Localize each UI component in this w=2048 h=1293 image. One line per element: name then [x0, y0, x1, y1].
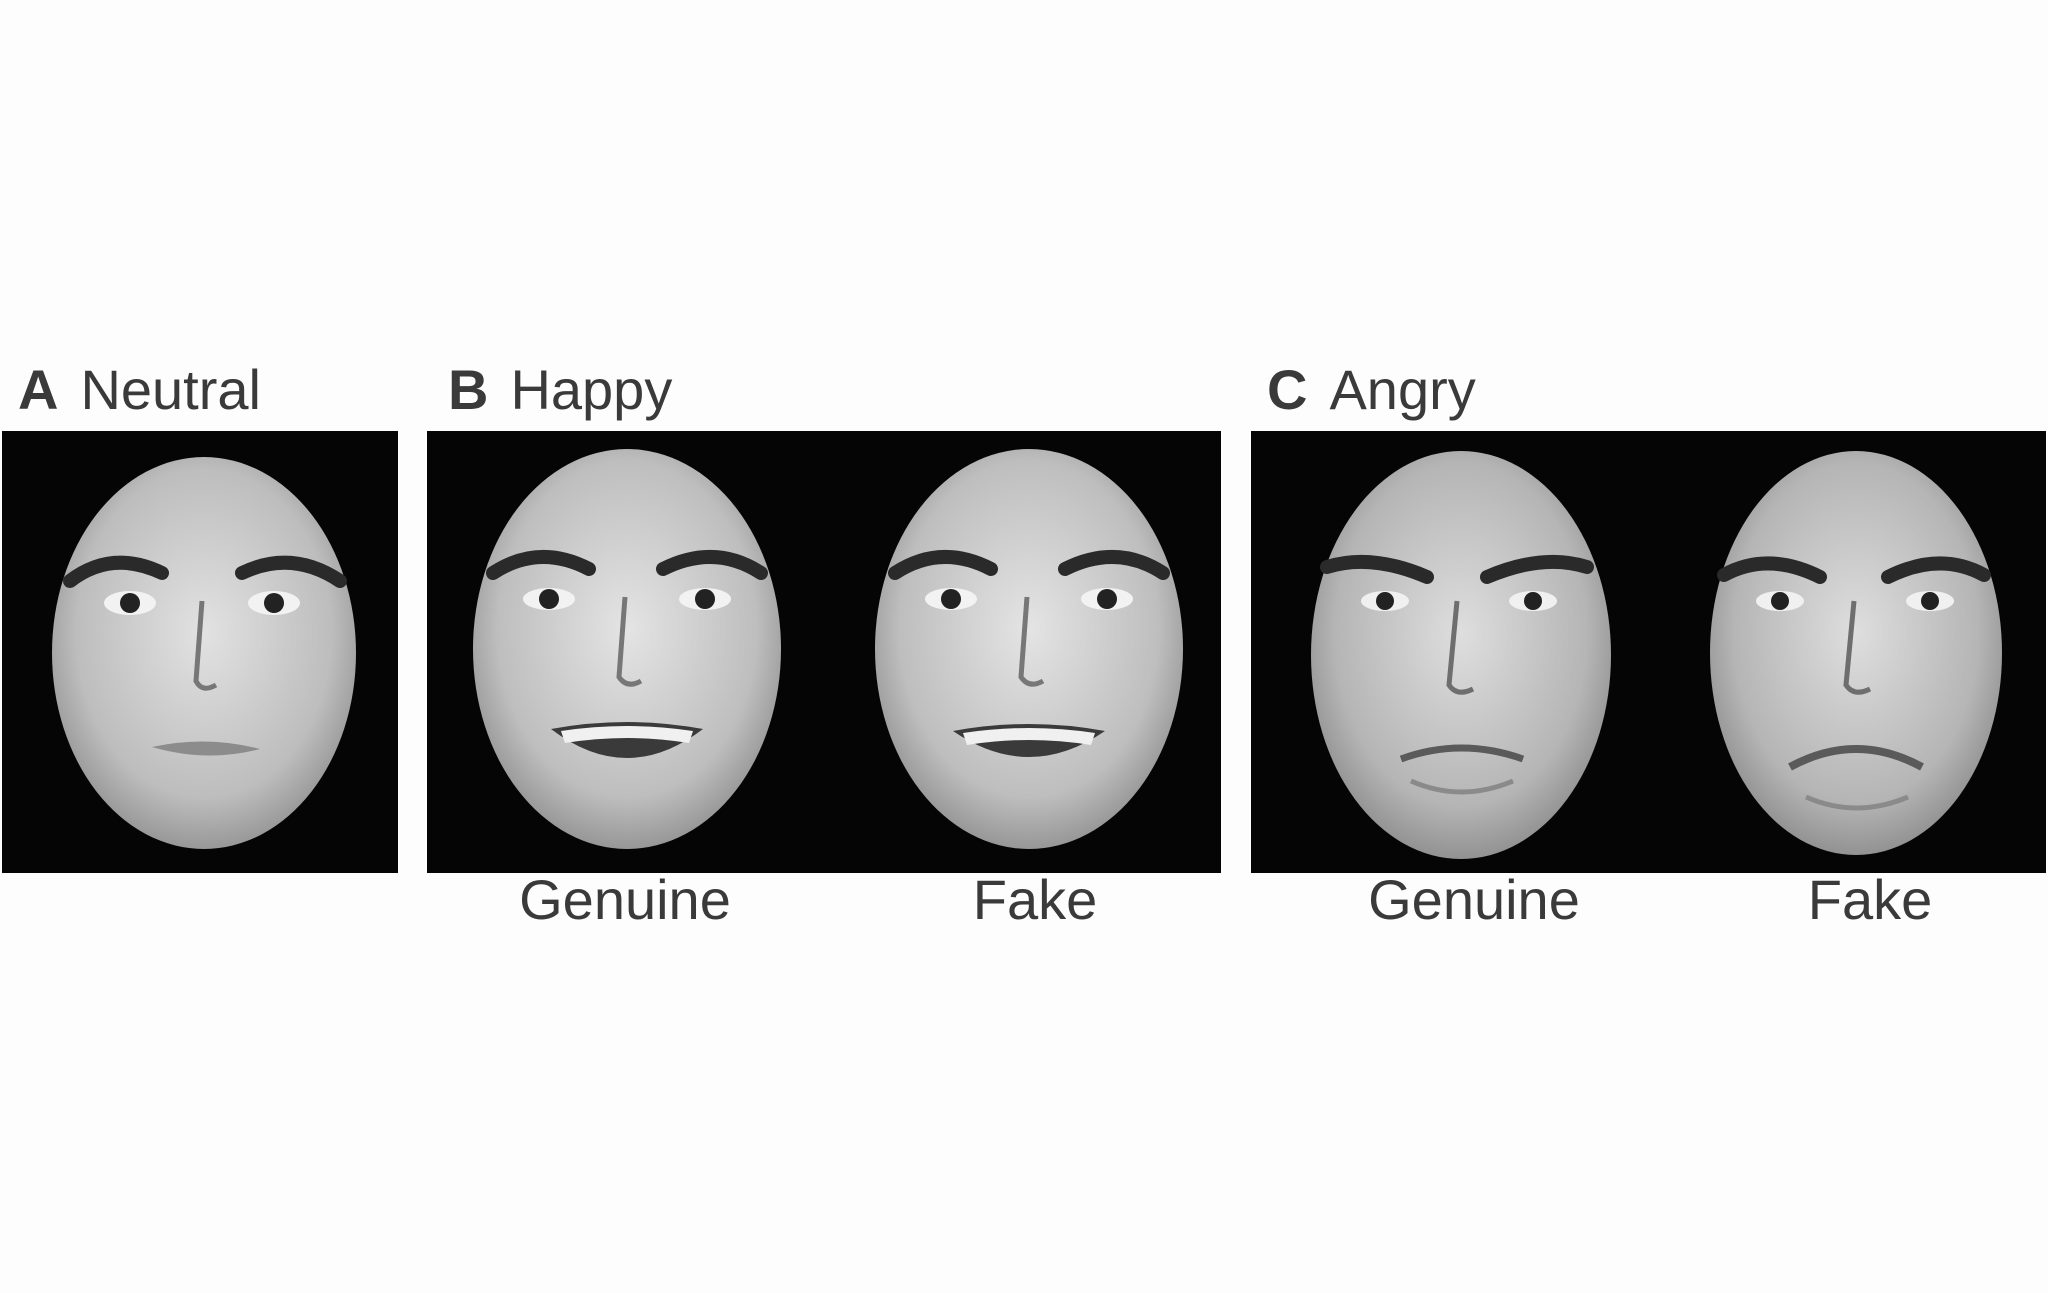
face-happy-genuine-image	[473, 449, 781, 849]
panel-b-label: Happy	[510, 358, 673, 421]
panel-b-caption-fake: Fake	[972, 868, 1098, 931]
face-happy-fake	[825, 431, 1221, 873]
face-angry-fake	[1650, 431, 2046, 873]
panel-c-caption-genuine: Genuine	[1368, 868, 1580, 931]
panel-a-title: A Neutral	[18, 360, 261, 420]
panel-b-frame	[427, 431, 1221, 873]
panel-c-title: C Angry	[1267, 360, 1476, 420]
panel-c-caption-fake: Fake	[1807, 868, 1933, 931]
face-angry-genuine-image	[1311, 451, 1611, 859]
panel-c-letter: C	[1267, 358, 1308, 421]
panel-a-label: Neutral	[80, 358, 261, 421]
panel-c-label: Angry	[1329, 358, 1476, 421]
face-happy-fake-image	[875, 449, 1183, 849]
face-happy-genuine	[427, 431, 823, 873]
panel-b-title: B Happy	[448, 360, 672, 420]
face-neutral	[2, 431, 398, 873]
panel-a-letter: A	[18, 358, 59, 421]
face-angry-genuine	[1251, 431, 1647, 873]
panel-b-caption-genuine: Genuine	[519, 868, 731, 931]
panel-c-frame	[1251, 431, 2046, 873]
face-angry-fake-image	[1710, 451, 2002, 855]
panel-b-letter: B	[448, 358, 489, 421]
face-neutral-image	[52, 457, 356, 849]
panel-a-frame	[2, 431, 398, 873]
